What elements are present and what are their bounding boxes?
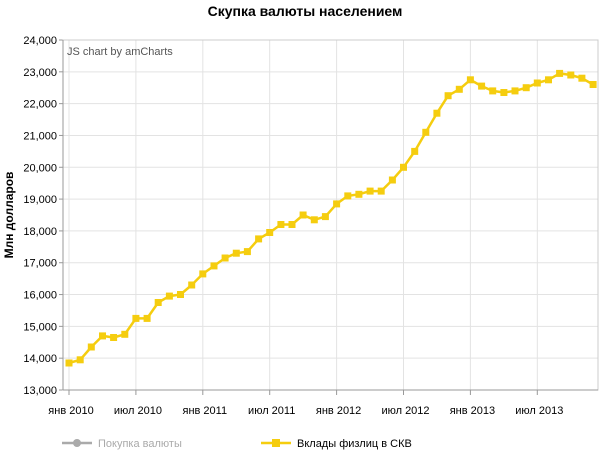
data-point[interactable] xyxy=(556,69,564,77)
data-point[interactable] xyxy=(210,262,218,270)
y-tick-label: 14,000 xyxy=(23,353,57,365)
data-point[interactable] xyxy=(500,89,508,96)
data-point[interactable] xyxy=(478,82,486,90)
data-point[interactable] xyxy=(589,81,597,88)
y-tick-labels: 13,000 14,000 15,000 16,000 17,000 18,000 19,0… xyxy=(23,35,57,397)
data-point[interactable] xyxy=(99,332,106,340)
chart-title: Скупка валюты населением xyxy=(208,3,403,19)
y-tick-label: 13,000 xyxy=(23,385,57,397)
x-tick-label: июл 2010 xyxy=(114,405,162,417)
x-tick-label: янв 2013 xyxy=(450,405,495,417)
legend-item[interactable]: Вклады физлиц в СКВ xyxy=(261,438,412,450)
data-point[interactable] xyxy=(466,76,474,84)
y-tick-label: 19,000 xyxy=(23,194,57,206)
x-tick-labels: янв 2010 июл 2010 янв 2011 июл 2011 янв 2012… xyxy=(48,405,563,417)
data-point[interactable] xyxy=(87,343,95,351)
data-point[interactable] xyxy=(377,187,385,195)
credits-text[interactable]: JS chart by amCharts xyxy=(67,46,173,58)
x-tick-label: янв 2010 xyxy=(48,405,93,417)
data-point[interactable] xyxy=(444,92,452,100)
y-tick-label: 15,000 xyxy=(23,321,57,333)
x-tick-label: янв 2012 xyxy=(316,405,361,417)
data-point[interactable] xyxy=(154,299,162,306)
y-axis-label: Млн долларов xyxy=(2,172,16,259)
axes xyxy=(59,39,599,395)
x-tick-label: янв 2011 xyxy=(183,405,228,417)
data-point[interactable] xyxy=(199,270,207,278)
legend-marker-icon xyxy=(73,439,81,447)
data-point[interactable] xyxy=(422,128,430,136)
y-tick-label: 16,000 xyxy=(23,290,57,302)
data-point[interactable] xyxy=(545,76,552,84)
data-point[interactable] xyxy=(533,79,541,87)
data-point[interactable] xyxy=(288,221,296,228)
series-layer xyxy=(65,69,597,367)
data-point[interactable] xyxy=(489,87,497,95)
data-point[interactable] xyxy=(310,216,318,224)
data-point[interactable] xyxy=(433,109,441,117)
y-tick-label: 17,000 xyxy=(23,258,57,270)
data-point[interactable] xyxy=(299,211,307,219)
legend: Покупка валюты Вклады физлиц в СКВ xyxy=(62,438,412,450)
data-point[interactable] xyxy=(110,334,118,341)
data-point[interactable] xyxy=(321,213,329,221)
legend-label: Вклады физлиц в СКВ xyxy=(297,438,412,450)
data-point[interactable] xyxy=(177,291,184,298)
data-point[interactable] xyxy=(333,200,341,208)
data-point[interactable] xyxy=(277,221,285,228)
data-point[interactable] xyxy=(388,176,396,184)
x-tick-label: июл 2013 xyxy=(515,405,563,417)
data-point[interactable] xyxy=(243,248,251,256)
y-tick-label: 23,000 xyxy=(23,67,57,79)
x-tick-label: июл 2011 xyxy=(248,405,295,417)
data-point[interactable] xyxy=(232,249,240,257)
y-tick-label: 20,000 xyxy=(23,162,57,174)
data-point[interactable] xyxy=(165,292,173,300)
data-point[interactable] xyxy=(455,85,463,93)
legend-label: Покупка валюты xyxy=(98,438,182,450)
data-point[interactable] xyxy=(411,147,419,155)
y-tick-label: 22,000 xyxy=(23,99,57,111)
data-point[interactable] xyxy=(121,330,129,338)
data-point[interactable] xyxy=(76,356,84,364)
data-point[interactable] xyxy=(366,187,374,195)
data-point[interactable] xyxy=(400,163,407,171)
data-point[interactable] xyxy=(522,84,530,92)
data-point[interactable] xyxy=(132,314,140,322)
data-point[interactable] xyxy=(578,74,586,82)
data-point[interactable] xyxy=(221,254,229,262)
data-point[interactable] xyxy=(511,87,519,95)
data-point[interactable] xyxy=(143,314,151,322)
data-point[interactable] xyxy=(344,192,352,200)
data-point[interactable] xyxy=(65,359,73,367)
x-tick-label: июл 2012 xyxy=(381,405,429,417)
data-point[interactable] xyxy=(188,281,196,289)
y-tick-label: 18,000 xyxy=(23,226,57,238)
legend-marker-icon xyxy=(272,439,280,447)
data-point[interactable] xyxy=(255,235,263,243)
y-tick-label: 24,000 xyxy=(23,35,57,47)
legend-item[interactable]: Покупка валюты xyxy=(62,438,182,450)
y-tick-label: 21,000 xyxy=(23,130,57,142)
data-point[interactable] xyxy=(355,190,363,198)
data-point[interactable] xyxy=(266,229,274,236)
data-point[interactable] xyxy=(567,71,575,79)
